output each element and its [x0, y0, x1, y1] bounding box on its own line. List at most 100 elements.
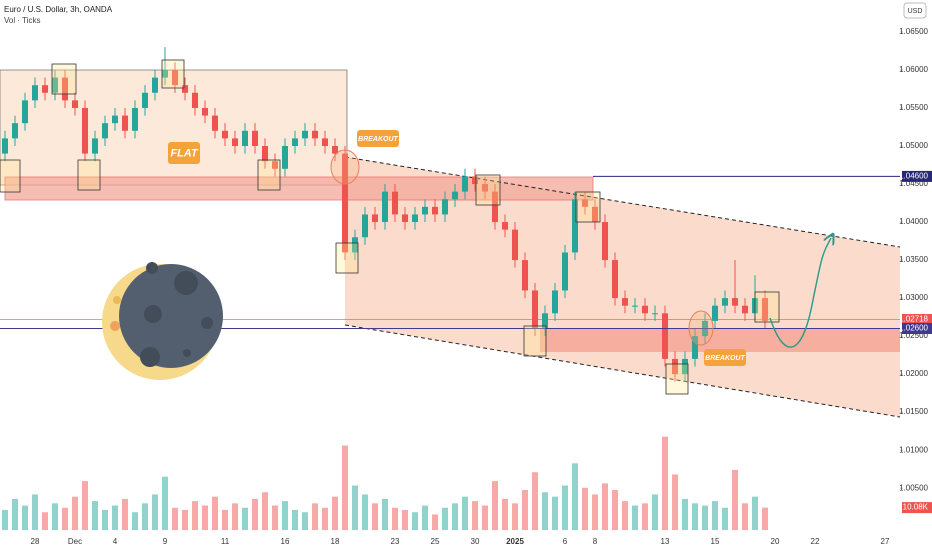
candle-body	[452, 191, 458, 200]
candle-body	[52, 77, 58, 93]
candle-body	[712, 305, 718, 321]
candle-body	[732, 298, 738, 306]
volume-bar	[522, 490, 528, 530]
volume-bar	[502, 498, 508, 530]
y-tick-label: 1.00500	[899, 483, 928, 492]
flat-label-box	[168, 142, 200, 164]
volume-bar	[652, 494, 658, 530]
candle-body	[112, 115, 118, 124]
level-tag	[902, 322, 932, 334]
volume-bar	[482, 505, 488, 530]
volume-bar	[302, 512, 308, 530]
volume-bar	[492, 481, 498, 530]
candle-body	[322, 138, 328, 146]
volume-bar	[22, 505, 28, 530]
candle-body	[672, 358, 678, 375]
candle-body	[362, 214, 368, 238]
highlight-box	[335, 242, 359, 274]
volume-bar	[192, 501, 198, 530]
volume-bar	[632, 505, 638, 530]
candle-body	[242, 130, 248, 146]
candle-body	[432, 206, 438, 215]
volume-bar	[92, 501, 98, 530]
volume-bar	[512, 503, 518, 530]
candle-body	[382, 191, 388, 223]
candle-body	[422, 206, 428, 215]
y-tick-label: 1.01000	[899, 445, 928, 454]
candle-body	[512, 229, 518, 261]
x-tick-label: 30	[471, 537, 480, 546]
volume-bar	[52, 503, 58, 530]
candle-body	[282, 145, 288, 169]
volume-bar	[152, 494, 158, 530]
volume-bar	[592, 494, 598, 530]
candle-body	[632, 305, 638, 307]
volume-tag	[902, 502, 932, 514]
volume-bar	[752, 496, 758, 530]
x-tick-label: 4	[113, 537, 118, 546]
x-tick-label: 22	[811, 537, 820, 546]
candle-body	[22, 100, 28, 124]
y-tick-label: 1.03000	[899, 293, 928, 302]
candle-body	[642, 305, 648, 314]
volume-bar	[622, 501, 628, 530]
candle-body	[682, 358, 688, 375]
x-tick-label: 23	[391, 537, 400, 546]
candle-body	[172, 69, 178, 86]
channel-upper	[344, 156, 901, 248]
candle-body	[652, 313, 658, 315]
candle-body	[122, 115, 128, 131]
crater	[110, 321, 120, 331]
highlight-box	[161, 59, 185, 89]
highlight-box	[754, 291, 780, 323]
volume-bar	[382, 498, 388, 530]
volume-bar	[742, 503, 748, 530]
volume-title: Vol · Ticks	[4, 16, 40, 25]
volume-bar	[42, 512, 48, 530]
y-tick-label: 1.04000	[899, 217, 928, 226]
volume-bar	[112, 505, 118, 530]
candle-body	[592, 206, 598, 223]
highlight-box	[575, 191, 601, 223]
candle-body	[2, 138, 8, 154]
x-tick-label: 2025	[506, 537, 524, 546]
candle-body	[742, 305, 748, 314]
highlights	[0, 59, 780, 395]
crater	[146, 262, 158, 274]
y-tick-label: 1.05500	[899, 103, 928, 112]
candle-body	[222, 130, 228, 139]
candle-body	[562, 252, 568, 291]
candle-body	[522, 260, 528, 291]
candle-body	[602, 222, 608, 261]
volume-bar	[262, 492, 268, 530]
volume-bar	[32, 494, 38, 530]
x-tick-label: 25	[431, 537, 440, 546]
currency-box	[903, 2, 927, 19]
candle-body	[12, 123, 18, 139]
x-tick-label: 16	[281, 537, 290, 546]
volume-bar	[362, 494, 368, 530]
candle-body	[142, 92, 148, 108]
breakout-circle	[688, 310, 714, 346]
volume-bar	[562, 485, 568, 530]
volume-bar	[222, 510, 228, 530]
volume-bar	[142, 503, 148, 530]
candle-body	[72, 100, 78, 108]
candle-body	[132, 107, 138, 131]
volume-bar	[12, 498, 18, 530]
volume-bar	[102, 510, 108, 530]
level-tag-label: 1.02600	[899, 324, 928, 333]
candle-body	[262, 145, 268, 162]
breakout-label: BREAKOUT	[705, 355, 745, 362]
candle-body	[192, 92, 198, 108]
flat-label: FLAT	[170, 147, 199, 159]
highlight-box	[51, 63, 77, 95]
candle-body	[342, 153, 348, 253]
candle-body	[312, 130, 318, 139]
x-tick-label: 8	[593, 537, 598, 546]
candle-body	[442, 199, 448, 215]
volume-bar	[132, 512, 138, 530]
volume-bar	[702, 505, 708, 530]
volume-bar	[172, 507, 178, 530]
volume-bar	[762, 507, 768, 530]
